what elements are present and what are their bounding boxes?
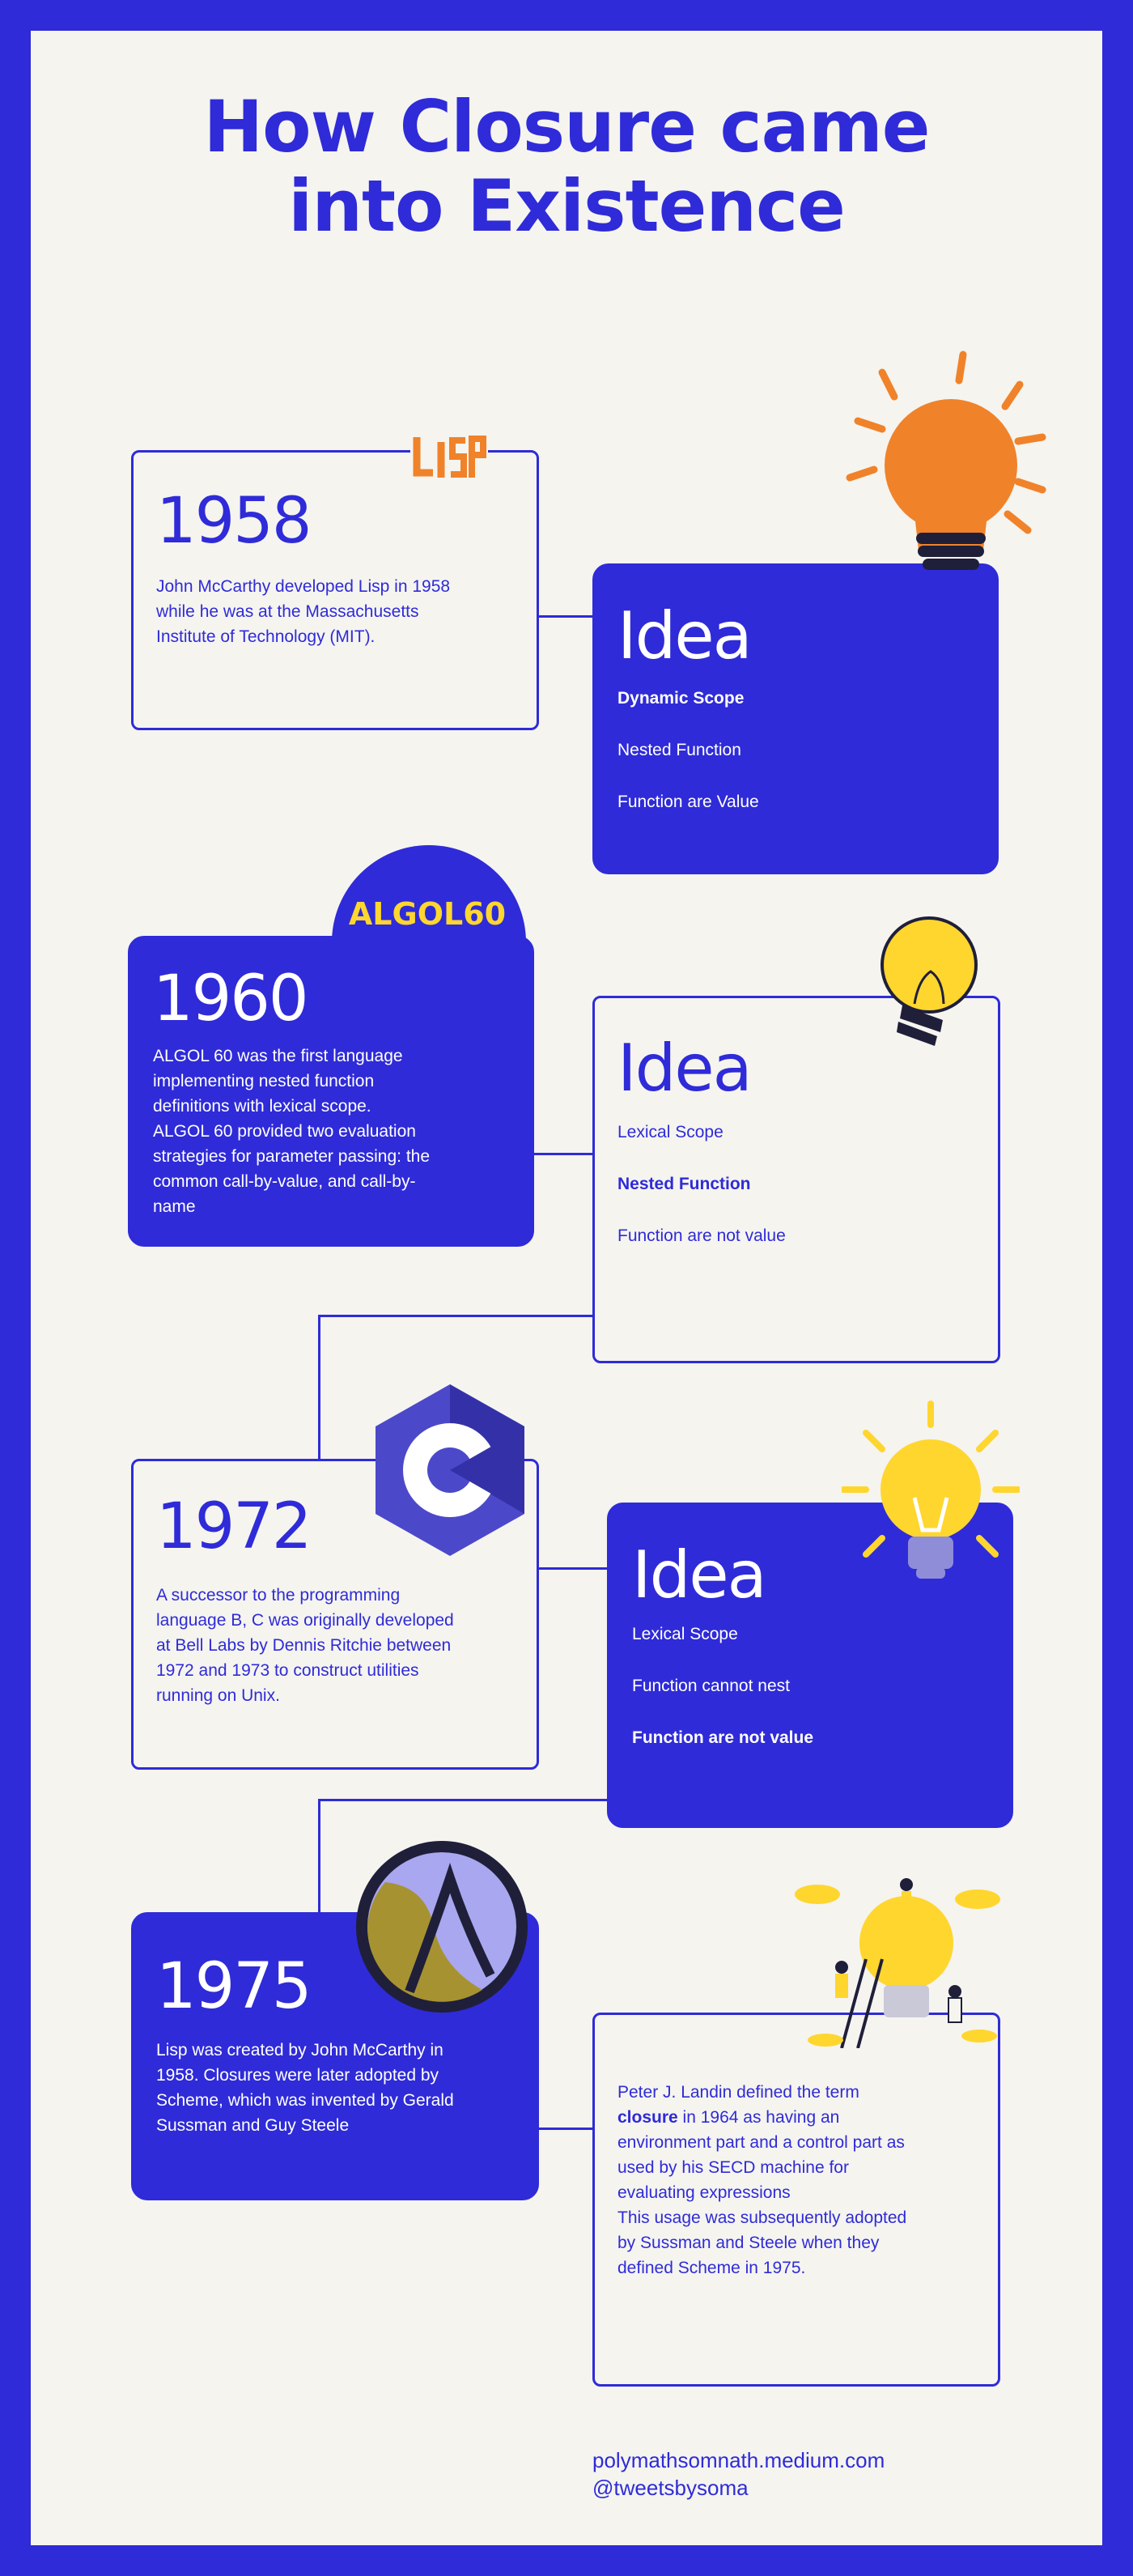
idea-card-2: Idea Lexical Scope Nested Function Funct…	[592, 996, 1000, 1363]
c-language-logo	[376, 1384, 524, 1556]
landin-line: by Sussman and Steele when they	[617, 2234, 880, 2252]
twitter-handle[interactable]: @tweetsbysoma	[592, 2476, 749, 2500]
idea-item: Lexical Scope	[632, 1625, 738, 1643]
desc-line: Institute of Technology (MIT).	[156, 627, 376, 646]
connector-vertical-1	[318, 1315, 320, 1460]
card-description: ALGOL 60 was the first language implemen…	[153, 1044, 430, 1219]
landin-text: Peter J. Landin defined the term closure…	[617, 2080, 982, 2281]
idea-item: Function are Value	[617, 793, 759, 811]
blog-link[interactable]: polymathsomnath.medium.com	[592, 2448, 885, 2472]
landin-line: used by his SECD machine for	[617, 2158, 849, 2177]
desc-line: 1972 and 1973 to construct utilities	[156, 1661, 419, 1680]
landin-line: Peter J. Landin defined the term	[617, 2083, 859, 2102]
year-label: 1972	[156, 1490, 312, 1563]
desc-line: implementing nested function	[153, 1072, 375, 1090]
landin-line: environment part and a control part as	[617, 2133, 905, 2152]
desc-line: at Bell Labs by Dennis Ritchie between	[156, 1636, 452, 1655]
timeline-card-1972: 1972 A successor to the programming lang…	[131, 1459, 539, 1770]
landin-line: defined Scheme in 1975.	[617, 2259, 806, 2277]
connector-1975	[539, 2128, 594, 2130]
desc-line: Sussman and Guy Steele	[156, 2116, 350, 2135]
card-description: Lisp was created by John McCarthy in 195…	[156, 2038, 454, 2138]
landin-line: evaluating expressions	[617, 2183, 791, 2202]
desc-line: definitions with lexical scope.	[153, 1097, 371, 1116]
team-lightbulb-illustration	[795, 1878, 1000, 2048]
desc-line: common call-by-value, and call-by-	[153, 1172, 416, 1191]
idea-item: Nested Function	[617, 1175, 751, 1193]
idea-item: Function are not value	[632, 1728, 814, 1747]
algol60-logo: ALGOL60	[348, 896, 507, 932]
title-line-2: into Existence	[288, 164, 846, 248]
timeline-card-1958: 1958 John McCarthy developed Lisp in 195…	[131, 450, 539, 730]
year-label: 1960	[153, 963, 309, 1035]
desc-line: A successor to the programming	[156, 1586, 401, 1605]
desc-line: ALGOL 60 provided two evaluation	[153, 1122, 416, 1141]
closure-term: closure	[617, 2108, 678, 2127]
idea-title: Idea	[632, 1537, 767, 1613]
connector-1958	[539, 615, 594, 618]
desc-line: ALGOL 60 was the first language	[153, 1047, 403, 1065]
desc-line: Lisp was created by John McCarthy in	[156, 2041, 443, 2060]
desc-line: John McCarthy developed Lisp in 1958	[156, 577, 451, 596]
year-label: 1958	[156, 485, 312, 558]
desc-line: strategies for parameter passing: the	[153, 1147, 431, 1166]
idea-item: Function are not value	[617, 1226, 786, 1245]
landin-line-rest: in 1964 as having an	[677, 2108, 840, 2127]
glowing-lightbulb-icon	[842, 1401, 1020, 1579]
connector-horizontal-1	[318, 1315, 594, 1317]
card-description: John McCarthy developed Lisp in 1958 whi…	[156, 574, 450, 649]
connector-horizontal-2	[318, 1799, 609, 1801]
timeline-card-1960: 1960 ALGOL 60 was the first language imp…	[128, 936, 534, 1247]
desc-line: 1958. Closures were later adopted by	[156, 2066, 439, 2085]
idea-item: Function cannot nest	[632, 1677, 790, 1695]
page-title: How Closure came into Existence	[0, 87, 1133, 246]
lisp-logo	[410, 432, 488, 482]
desc-line: language B, C was originally developed	[156, 1611, 454, 1630]
desc-line: while he was at the Massachusetts	[156, 602, 419, 621]
orange-lightbulb-icon	[846, 351, 1046, 570]
desc-line: Scheme, which was invented by Gerald	[156, 2091, 454, 2110]
desc-line: running on Unix.	[156, 1686, 280, 1705]
landin-line: This usage was subsequently adopted	[617, 2208, 907, 2227]
idea-card-1: Idea Dynamic Scope Nested Function Funct…	[592, 563, 999, 874]
idea-item: Lexical Scope	[617, 1123, 724, 1141]
clojure-logo	[356, 1841, 528, 2013]
idea-title: Idea	[617, 1031, 753, 1106]
idea-item: Dynamic Scope	[617, 689, 745, 708]
card-description: A successor to the programming language …	[156, 1583, 454, 1708]
landin-line: closure in 1964 as having an	[617, 2105, 982, 2130]
desc-line: name	[153, 1197, 196, 1216]
title-line-1: How Closure came	[203, 85, 931, 168]
yellow-lightbulb-icon	[881, 916, 978, 1046]
connector-vertical-2	[318, 1799, 320, 1912]
year-label: 1975	[156, 1950, 312, 2023]
idea-item: Nested Function	[617, 741, 741, 759]
connector-1972	[539, 1567, 609, 1570]
idea-title: Idea	[617, 598, 753, 674]
connector-1960	[534, 1153, 594, 1155]
landin-card: Peter J. Landin defined the term closure…	[592, 2013, 1000, 2387]
